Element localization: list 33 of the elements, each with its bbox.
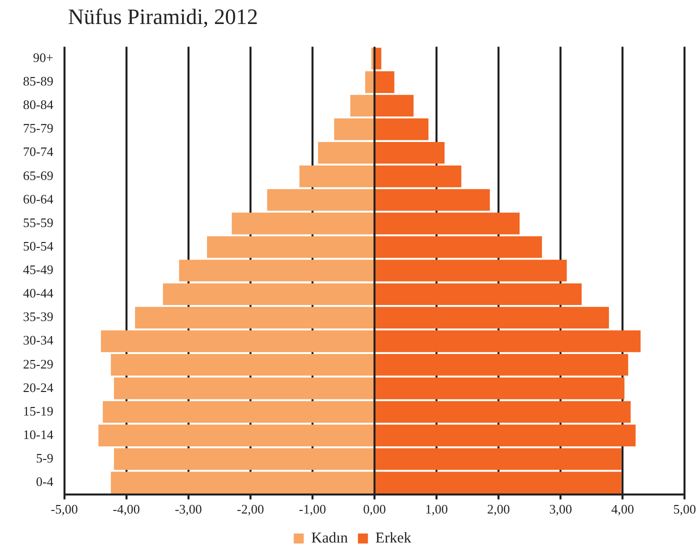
x-tick-label: -2,00 (236, 502, 264, 517)
x-tick-label: -5,00 (50, 502, 78, 517)
y-tick-label: 85-89 (22, 74, 54, 89)
y-tick-label: 5-9 (36, 450, 54, 466)
x-tick-label: 2,00 (487, 502, 510, 517)
y-tick-label: 55-59 (22, 214, 54, 230)
y-tick-label: 80-84 (22, 97, 54, 112)
x-tick-label: 5,00 (673, 502, 696, 517)
x-tick-label: -1,00 (298, 502, 326, 517)
y-tick-label: 70-74 (22, 144, 54, 160)
x-tick-label: 1,00 (425, 502, 448, 517)
y-tick-label: 90+ (32, 50, 54, 65)
y-tick-label: 25-29 (22, 356, 54, 372)
legend-label: Kadın (311, 530, 348, 546)
y-tick-label: 15-19 (22, 403, 54, 418)
x-tick-label: 4,00 (611, 502, 634, 517)
y-tick-label: 20-24 (22, 380, 54, 395)
x-tick-label: 0,00 (363, 502, 386, 517)
x-tick-label: -3,00 (174, 502, 202, 517)
y-tick-label: 65-69 (22, 168, 54, 183)
y-tick-label: 60-64 (22, 191, 54, 206)
y-tick-label: 0-4 (36, 474, 54, 490)
y-tick-label: 10-14 (22, 426, 54, 442)
x-tick-label: -4,00 (112, 502, 140, 517)
y-tick-label: 35-39 (22, 309, 54, 324)
y-tick-label: 40-44 (22, 286, 54, 301)
y-tick-label: 30-34 (22, 332, 54, 348)
chart-title: Nüfus Piramidi, 2012 (68, 4, 258, 30)
y-tick-label: 45-49 (22, 262, 54, 278)
legend-label: Erkek (375, 530, 412, 546)
x-tick-label: 3,00 (549, 502, 572, 517)
y-tick-label: 75-79 (22, 120, 54, 136)
y-tick-label: 50-54 (22, 238, 54, 254)
